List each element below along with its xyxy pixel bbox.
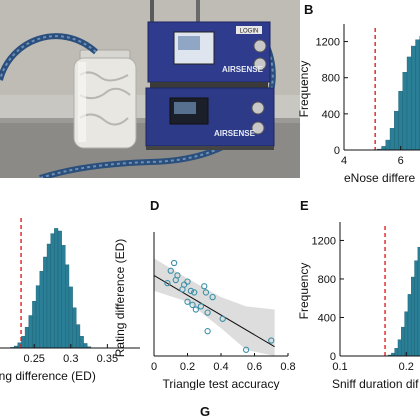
x-tick-label: 0.4 — [213, 361, 228, 373]
enose-photo: LOGIN AIRSENSE AIRSENSE — [0, 0, 300, 178]
histogram-bar — [407, 294, 412, 357]
scatter-point — [189, 301, 196, 308]
scatter-point — [242, 346, 250, 353]
histogram-bar — [24, 326, 29, 349]
x-tick-label: 6 — [398, 155, 404, 167]
histogram-bar — [43, 256, 48, 349]
scatter-point — [204, 309, 211, 316]
y-tick-label: 400 — [318, 312, 336, 324]
histogram-bar — [72, 307, 77, 349]
histogram-bar — [32, 300, 37, 349]
histogram-bar — [68, 286, 73, 349]
scatter-point — [170, 259, 178, 267]
histogram-bar — [76, 324, 81, 349]
scatter-point — [204, 328, 211, 335]
scatter-point — [174, 272, 181, 279]
y-tick-label: 0 — [330, 351, 336, 363]
x-axis-label: Triangle test accuracy — [163, 377, 280, 390]
panel-label-b: B — [304, 2, 314, 17]
scatter-point — [191, 289, 198, 296]
y-tick-label: 0 — [334, 145, 340, 157]
histogram-bar — [411, 276, 415, 357]
panel-label-e: E — [300, 198, 309, 213]
scatter-point — [167, 267, 174, 274]
histogram-bar — [404, 311, 409, 357]
histogram-bar — [397, 339, 402, 357]
y-axis-label: Frequency — [297, 61, 311, 118]
histogram-bar — [46, 243, 51, 349]
y-tick-label: 1200 — [316, 37, 340, 49]
x-tick-label: 0.6 — [247, 361, 262, 373]
device-brand-top: AIRSENSE — [222, 65, 264, 74]
y-axis-label: Frequency — [297, 263, 311, 320]
panel-label-d: D — [150, 198, 160, 213]
scatter-point — [268, 337, 275, 344]
x-tick-label: 0 — [151, 361, 157, 373]
enose-unit-bottom: AIRSENSE — [145, 87, 275, 150]
x-tick-label: 0.2 — [180, 361, 195, 373]
histogram-bar — [65, 264, 70, 349]
regression-line — [153, 274, 275, 348]
histogram-bar — [35, 285, 40, 349]
histogram-bar — [54, 228, 59, 349]
sampling-hose — [0, 33, 276, 178]
enose-unit-top: LOGIN AIRSENSE — [147, 21, 271, 88]
x-axis-label: eNose differe — [344, 171, 415, 185]
x-axis-label: ing difference (ED) — [0, 369, 96, 383]
histogram-bar — [57, 230, 62, 349]
scatter-point — [181, 281, 188, 288]
x-tick-label: 0.3 — [63, 353, 78, 365]
chart-d: 0 0.2 0.4 0.6 0.8 Triangle test accuracy Ratin… — [112, 212, 296, 390]
x-tick-label: 0.8 — [280, 361, 295, 373]
chart-e: 0.1 0.2 Sniff duration dif 0 400 800 1200 Frequ… — [296, 212, 420, 390]
scatter-point — [202, 289, 210, 296]
jar — [73, 49, 137, 149]
histogram-bar — [83, 343, 88, 349]
x-tick-label: 0.25 — [24, 353, 45, 365]
scatter-point — [187, 287, 194, 295]
histogram-bar — [28, 315, 33, 349]
x-tick-label: 4 — [341, 155, 347, 167]
panel-label-g: G — [200, 404, 211, 419]
histogram-bar — [398, 91, 403, 151]
histogram-bar — [50, 233, 55, 349]
y-tick-label: 1200 — [312, 235, 336, 247]
scatter-point — [192, 306, 200, 313]
histogram-bar — [21, 336, 26, 349]
x-axis-label: Sniff duration dif — [332, 377, 419, 390]
scatter-point — [164, 280, 171, 287]
histogram-bar — [401, 326, 405, 357]
histogram-bar — [415, 39, 420, 151]
histogram-bar — [385, 139, 391, 151]
histogram-bar — [394, 348, 399, 357]
device-brand-bottom: AIRSENSE — [214, 129, 256, 138]
scatter-point — [184, 278, 191, 285]
scatter-point — [201, 283, 208, 290]
x-tick-label: 0.2 — [399, 361, 414, 373]
y-tick-label: 800 — [318, 274, 336, 286]
histogram-bar — [381, 146, 386, 151]
histogram-bar — [394, 110, 399, 151]
scatter-point — [184, 298, 191, 305]
histogram-bar — [39, 271, 44, 349]
scatter-point — [219, 315, 226, 322]
y-tick-label: 400 — [322, 109, 340, 121]
x-tick-label: 0.1 — [332, 361, 347, 373]
y-axis-label: Rating difference (ED) — [113, 239, 127, 358]
device-badge: LOGIN — [240, 29, 259, 35]
x-tick-label: 0.35 — [97, 353, 118, 365]
histogram-bar — [406, 56, 412, 151]
histogram-bar — [402, 72, 408, 151]
histogram-bar — [411, 45, 416, 151]
y-tick-label: 800 — [322, 73, 340, 85]
chart-b: 4 6 eNose differe 0 400 800 1200 Frequency — [296, 14, 420, 186]
chart-c: 0.25 0.3 0.35 ing difference (ED) — [0, 204, 140, 394]
scatter-point — [209, 293, 216, 301]
scatter-point — [197, 303, 205, 310]
histogram-bar — [389, 128, 395, 151]
histogram-bar — [79, 336, 84, 349]
histogram-bar — [414, 260, 419, 357]
histogram-bar — [61, 245, 66, 349]
confidence-band — [154, 258, 275, 356]
